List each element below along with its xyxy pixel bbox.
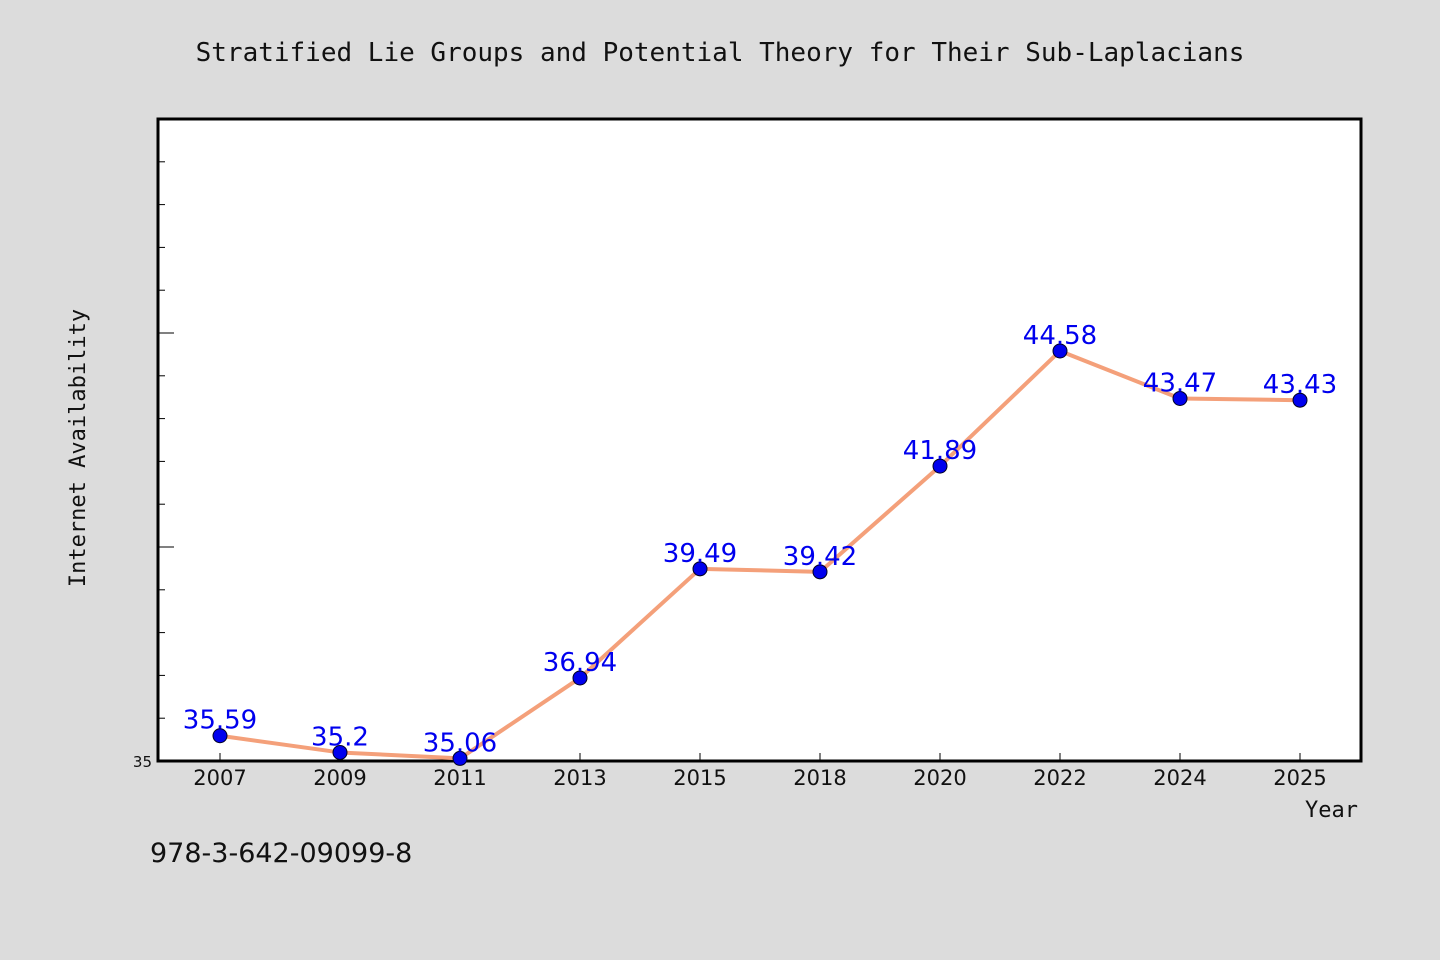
x-axis: 2007 2009 2011 2013 2015 2018 2020 2022 2024 2025 [193, 753, 1327, 790]
x-tick-label: 2025 [1273, 766, 1326, 790]
series-line-layer [219, 348, 1301, 761]
data-label: 44.58 [1023, 321, 1097, 351]
x-tick-label: 2015 [673, 766, 726, 790]
data-point [1292, 392, 1308, 408]
data-label: 35.59 [183, 706, 257, 736]
x-tick-label: 2009 [313, 766, 366, 790]
data-labels-layer: 35.59 35.2 35.06 36.94 39.49 39.42 41.89 44.58 4… [183, 321, 1337, 758]
data-point [572, 670, 588, 686]
x-tick-label: 2018 [793, 766, 846, 790]
isbn-footer: 978-3-642-09099-8 [150, 838, 412, 869]
data-label: 36.94 [543, 648, 617, 678]
data-label: 41.89 [903, 436, 977, 466]
data-point [1052, 343, 1068, 359]
data-point [212, 728, 228, 744]
data-point [1172, 390, 1188, 406]
data-point [932, 458, 948, 474]
x-axis-title: Year [1305, 798, 1358, 823]
data-point [452, 750, 468, 766]
data-point [812, 564, 828, 580]
x-tick-label: 2007 [193, 766, 246, 790]
data-label: 43.43 [1263, 370, 1337, 400]
chart-title: Stratified Lie Groups and Potential Theo… [196, 38, 1245, 68]
x-tick-label: 2011 [433, 766, 486, 790]
data-points-layer [212, 343, 1308, 766]
x-tick-label: 2022 [1033, 766, 1086, 790]
data-point [332, 744, 348, 760]
data-label: 43.47 [1143, 368, 1217, 398]
data-label: 35.06 [423, 728, 497, 758]
x-tick-label: 2024 [1153, 766, 1206, 790]
y-tick-label: 35 [133, 753, 152, 771]
data-point [692, 561, 708, 577]
x-tick-label: 2020 [913, 766, 966, 790]
data-label: 39.42 [783, 542, 857, 572]
y-axis-title: Internet Availability [66, 309, 91, 587]
plot-area [156, 117, 1363, 763]
x-tick-label: 2013 [553, 766, 606, 790]
data-label: 35.2 [311, 722, 369, 752]
data-label: 39.49 [663, 539, 737, 569]
series-line [219, 348, 1301, 761]
y-axis: 35 [133, 118, 174, 771]
